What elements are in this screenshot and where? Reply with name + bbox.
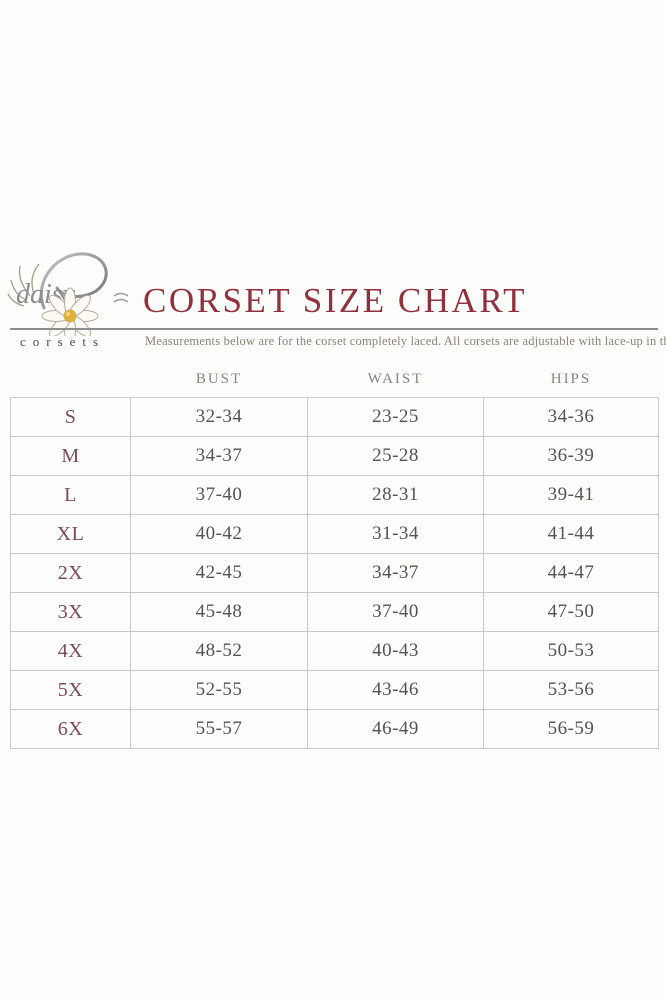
measurement-cell: 48-52 — [130, 631, 308, 671]
measurement-cell: 42-45 — [130, 553, 308, 593]
measurement-cell: 47-50 — [483, 592, 659, 632]
measurement-cell: 55-57 — [130, 709, 308, 749]
measurement-cell: 56-59 — [483, 709, 659, 749]
measurement-cell: 52-55 — [130, 670, 308, 710]
measurement-cell: 39-41 — [483, 475, 659, 515]
measurement-cell: 40-43 — [307, 631, 484, 671]
measurement-cell: 40-42 — [130, 514, 308, 554]
subtitle: Measurements below are for the corset co… — [145, 334, 666, 348]
table-row: M 34-37 25-28 36-39 — [10, 436, 659, 476]
measurement-cell: 37-40 — [307, 592, 484, 632]
measurement-cell: 34-37 — [130, 436, 308, 476]
title-underline — [10, 328, 658, 330]
size-label: 3X — [10, 592, 131, 632]
size-label: 2X — [10, 553, 131, 593]
column-header: WAIST — [367, 371, 424, 387]
size-table-body: S 32-34 23-25 34-36 M 34-37 25-28 36-39 L 37-40 28… — [10, 397, 659, 749]
table-row: 4X 48-52 40-43 50-53 — [10, 631, 659, 671]
measurement-cell: 32-34 — [130, 397, 308, 437]
measurement-cell: 34-37 — [307, 553, 484, 593]
measurement-cell: 46-49 — [307, 709, 484, 749]
column-header: HIPS — [550, 371, 592, 387]
measurement-cell: 43-46 — [307, 670, 484, 710]
size-label: 4X — [10, 631, 131, 671]
size-label: L — [10, 475, 131, 515]
measurement-cell: 31-34 — [307, 514, 484, 554]
measurement-cell: 53-56 — [483, 670, 659, 710]
size-label: 5X — [10, 670, 131, 710]
table-row: 2X 42-45 34-37 44-47 — [10, 553, 659, 593]
page-title: CORSET SIZE CHART — [143, 281, 527, 320]
table-row: 6X 55-57 46-49 56-59 — [10, 709, 659, 749]
size-label: XL — [10, 514, 131, 554]
measurement-cell: 41-44 — [483, 514, 659, 554]
size-table-header-row: BUST WAIST HIPS — [11, 364, 659, 398]
size-label: M — [10, 436, 131, 476]
logo-wordmark: corsets — [20, 334, 106, 349]
daisy-flower-icon: daisy — [7, 252, 129, 336]
table-row: 5X 52-55 43-46 53-56 — [10, 670, 659, 710]
table-row: 3X 45-48 37-40 47-50 — [10, 592, 659, 632]
measurement-cell: 44-47 — [483, 553, 659, 593]
measurement-cell: 34-36 — [483, 397, 659, 437]
size-label: S — [10, 397, 131, 437]
size-table: BUST WAIST HIPS S 32-34 23-25 34-36 M 34-37 25-2… — [10, 364, 659, 749]
table-row: S 32-34 23-25 34-36 — [10, 397, 659, 437]
measurement-cell: 36-39 — [483, 436, 659, 476]
measurement-cell: 25-28 — [307, 436, 484, 476]
size-label: 6X — [10, 709, 131, 749]
measurement-cell: 37-40 — [130, 475, 308, 515]
measurement-cell: 23-25 — [307, 397, 484, 437]
brand-logo: daisy corsets — [6, 244, 140, 358]
measurement-cell: 50-53 — [483, 631, 659, 671]
measurement-cell: 45-48 — [130, 592, 308, 632]
column-header: BUST — [195, 371, 243, 387]
measurement-cell: 28-31 — [307, 475, 484, 515]
table-row: L 37-40 28-31 39-41 — [10, 475, 659, 515]
table-row: XL 40-42 31-34 41-44 — [10, 514, 659, 554]
column-header — [11, 364, 131, 398]
